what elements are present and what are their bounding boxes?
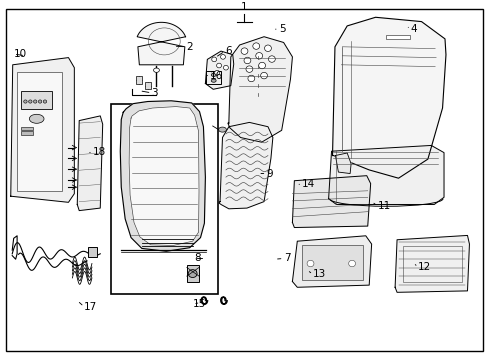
Text: 1: 1	[241, 1, 247, 12]
Text: 18: 18	[93, 147, 106, 157]
Polygon shape	[335, 153, 350, 174]
Ellipse shape	[264, 45, 271, 51]
Polygon shape	[11, 58, 74, 202]
Ellipse shape	[43, 100, 47, 103]
Ellipse shape	[23, 100, 27, 103]
Bar	[386, 35, 409, 39]
Ellipse shape	[268, 56, 275, 62]
Polygon shape	[129, 107, 199, 246]
Text: 4: 4	[410, 24, 417, 34]
Ellipse shape	[252, 43, 259, 49]
Text: 12: 12	[417, 262, 430, 272]
Bar	[20, 91, 52, 109]
Polygon shape	[292, 236, 371, 287]
Polygon shape	[77, 116, 102, 211]
Bar	[302, 245, 363, 280]
Ellipse shape	[153, 68, 159, 72]
Ellipse shape	[258, 62, 265, 69]
Text: 11: 11	[377, 201, 390, 211]
Polygon shape	[137, 22, 185, 65]
Ellipse shape	[223, 66, 228, 70]
Polygon shape	[332, 17, 445, 178]
Ellipse shape	[33, 100, 37, 103]
Ellipse shape	[306, 260, 313, 267]
Bar	[144, 82, 150, 89]
Ellipse shape	[29, 114, 44, 123]
Ellipse shape	[245, 66, 252, 72]
Text: 3: 3	[151, 88, 158, 98]
Polygon shape	[120, 101, 205, 251]
Ellipse shape	[28, 100, 32, 103]
Text: 2: 2	[185, 42, 192, 52]
Bar	[111, 104, 218, 294]
Ellipse shape	[241, 48, 247, 54]
Polygon shape	[328, 145, 443, 204]
Ellipse shape	[211, 73, 216, 77]
Text: 15: 15	[193, 299, 206, 309]
Bar	[186, 265, 199, 282]
Ellipse shape	[218, 127, 226, 132]
Text: 13: 13	[312, 269, 325, 279]
Bar	[20, 127, 33, 130]
Polygon shape	[394, 235, 468, 292]
Ellipse shape	[220, 55, 225, 59]
Text: 10: 10	[14, 49, 27, 59]
Text: 7: 7	[283, 253, 290, 264]
Text: 16: 16	[210, 71, 223, 81]
Ellipse shape	[244, 57, 250, 64]
Polygon shape	[205, 51, 233, 89]
Ellipse shape	[211, 79, 216, 82]
Ellipse shape	[188, 270, 197, 278]
Bar	[136, 76, 142, 84]
Text: 9: 9	[266, 168, 273, 179]
Bar	[403, 246, 461, 282]
Ellipse shape	[38, 100, 42, 103]
Ellipse shape	[211, 57, 216, 62]
Ellipse shape	[216, 63, 221, 68]
Ellipse shape	[260, 72, 267, 79]
Text: 6: 6	[224, 46, 231, 56]
Polygon shape	[292, 176, 370, 228]
Polygon shape	[227, 37, 292, 142]
Bar	[17, 72, 61, 191]
Bar	[206, 71, 221, 84]
Text: 17: 17	[84, 302, 97, 312]
Text: 14: 14	[302, 179, 315, 189]
Ellipse shape	[348, 260, 355, 267]
Bar	[20, 131, 33, 135]
Ellipse shape	[255, 53, 262, 59]
Text: 8: 8	[194, 253, 201, 264]
Ellipse shape	[214, 71, 219, 75]
Bar	[88, 247, 97, 257]
Polygon shape	[219, 122, 272, 209]
Ellipse shape	[247, 75, 254, 82]
Text: 5: 5	[278, 24, 285, 34]
